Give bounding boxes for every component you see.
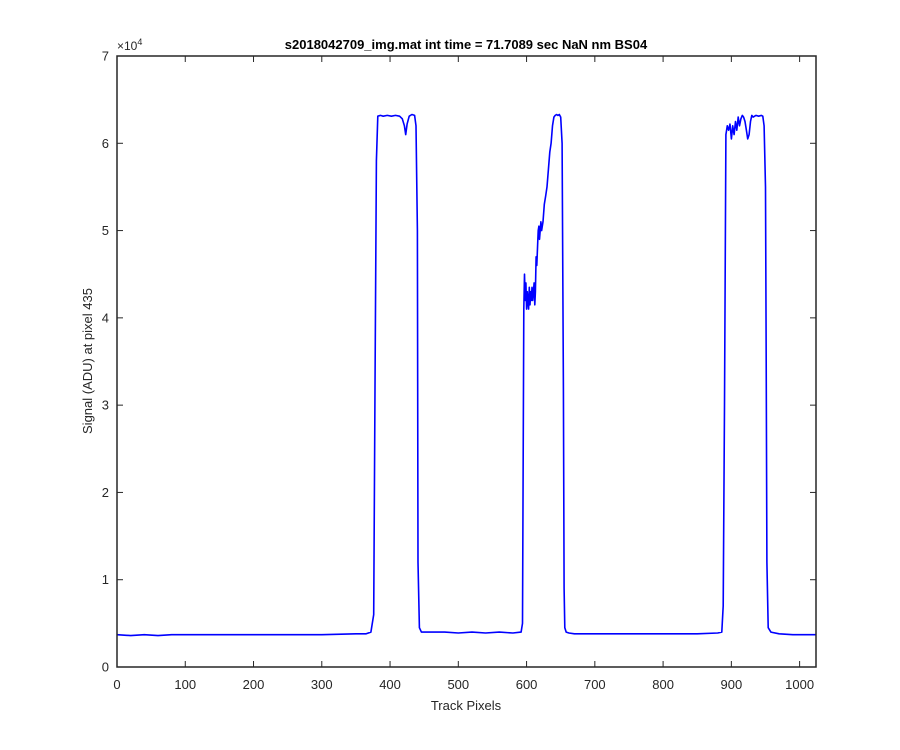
x-axis-label: Track Pixels bbox=[431, 698, 502, 713]
plot-area bbox=[117, 56, 816, 667]
series-group bbox=[116, 113, 816, 637]
x-tick-label: 1000 bbox=[785, 677, 814, 692]
y-exponent-power: 4 bbox=[137, 37, 142, 47]
x-tick-label: 0 bbox=[113, 677, 120, 692]
y-tick-label: 0 bbox=[102, 660, 109, 675]
x-tick-label: 900 bbox=[721, 677, 743, 692]
y-tick-labels: 0 1 2 3 4 5 6 7 bbox=[102, 49, 109, 675]
y-exponent-base: ×10 bbox=[117, 39, 138, 53]
x-tick-label: 200 bbox=[243, 677, 265, 692]
y-tick-label: 4 bbox=[102, 310, 109, 325]
x-tick-label: 800 bbox=[652, 677, 674, 692]
y-tick-label: 6 bbox=[102, 136, 109, 151]
x-tick-marks bbox=[116, 56, 801, 667]
y-tick-label: 5 bbox=[102, 223, 109, 238]
chart-title: s2018042709_img.mat int time = 71.7089 s… bbox=[285, 37, 648, 52]
series-line bbox=[116, 113, 816, 637]
y-axis-label: Signal (ADU) at pixel 435 bbox=[80, 288, 95, 434]
y-tick-label: 2 bbox=[102, 485, 109, 500]
y-exponent-label: ×104 bbox=[117, 37, 142, 53]
x-tick-labels: 0 100 200 300 400 500 600 700 800 900 1000 bbox=[113, 677, 814, 692]
y-tick-label: 1 bbox=[102, 572, 109, 587]
x-tick-label: 700 bbox=[584, 677, 606, 692]
plot-frame bbox=[116, 55, 817, 668]
x-tick-label: 400 bbox=[379, 677, 401, 692]
x-axis: 0 100 200 300 400 500 600 700 800 900 1000 bbox=[113, 56, 814, 692]
x-tick-label: 500 bbox=[447, 677, 469, 692]
x-tick-label: 600 bbox=[516, 677, 538, 692]
x-tick-label: 100 bbox=[174, 677, 196, 692]
x-tick-label: 300 bbox=[311, 677, 333, 692]
y-axis: 0 1 2 3 4 5 6 7 bbox=[102, 49, 816, 675]
y-tick-label: 7 bbox=[102, 49, 109, 64]
y-tick-label: 3 bbox=[102, 398, 109, 413]
